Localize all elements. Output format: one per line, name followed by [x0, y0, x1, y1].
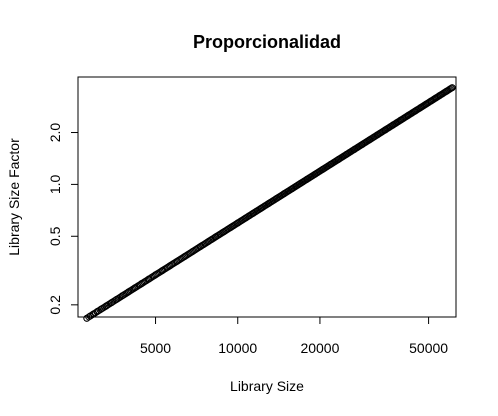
data-point — [446, 85, 454, 93]
data-points — [83, 84, 456, 322]
data-point — [448, 84, 456, 92]
y-tick-label: 2.0 — [47, 123, 63, 143]
x-axis-label: Library Size — [230, 378, 304, 394]
chart-title: Proporcionalidad — [193, 32, 341, 52]
data-point — [447, 84, 455, 92]
y-tick-label: 0.2 — [47, 295, 63, 315]
x-tick-label: 20000 — [300, 340, 339, 356]
x-tick-label: 10000 — [218, 340, 257, 356]
y-tick-label: 1.0 — [47, 174, 63, 194]
data-point — [85, 313, 93, 321]
x-tick-label: 5000 — [140, 340, 171, 356]
y-axis-label: Library Size Factor — [6, 138, 22, 256]
y-tick-label: 0.5 — [47, 226, 63, 246]
x-axis: 5000 10000 20000 50000 — [140, 316, 448, 356]
y-axis: 0.2 0.5 1.0 2.0 — [47, 123, 79, 315]
x-tick-label: 50000 — [409, 340, 448, 356]
data-point — [83, 314, 91, 322]
